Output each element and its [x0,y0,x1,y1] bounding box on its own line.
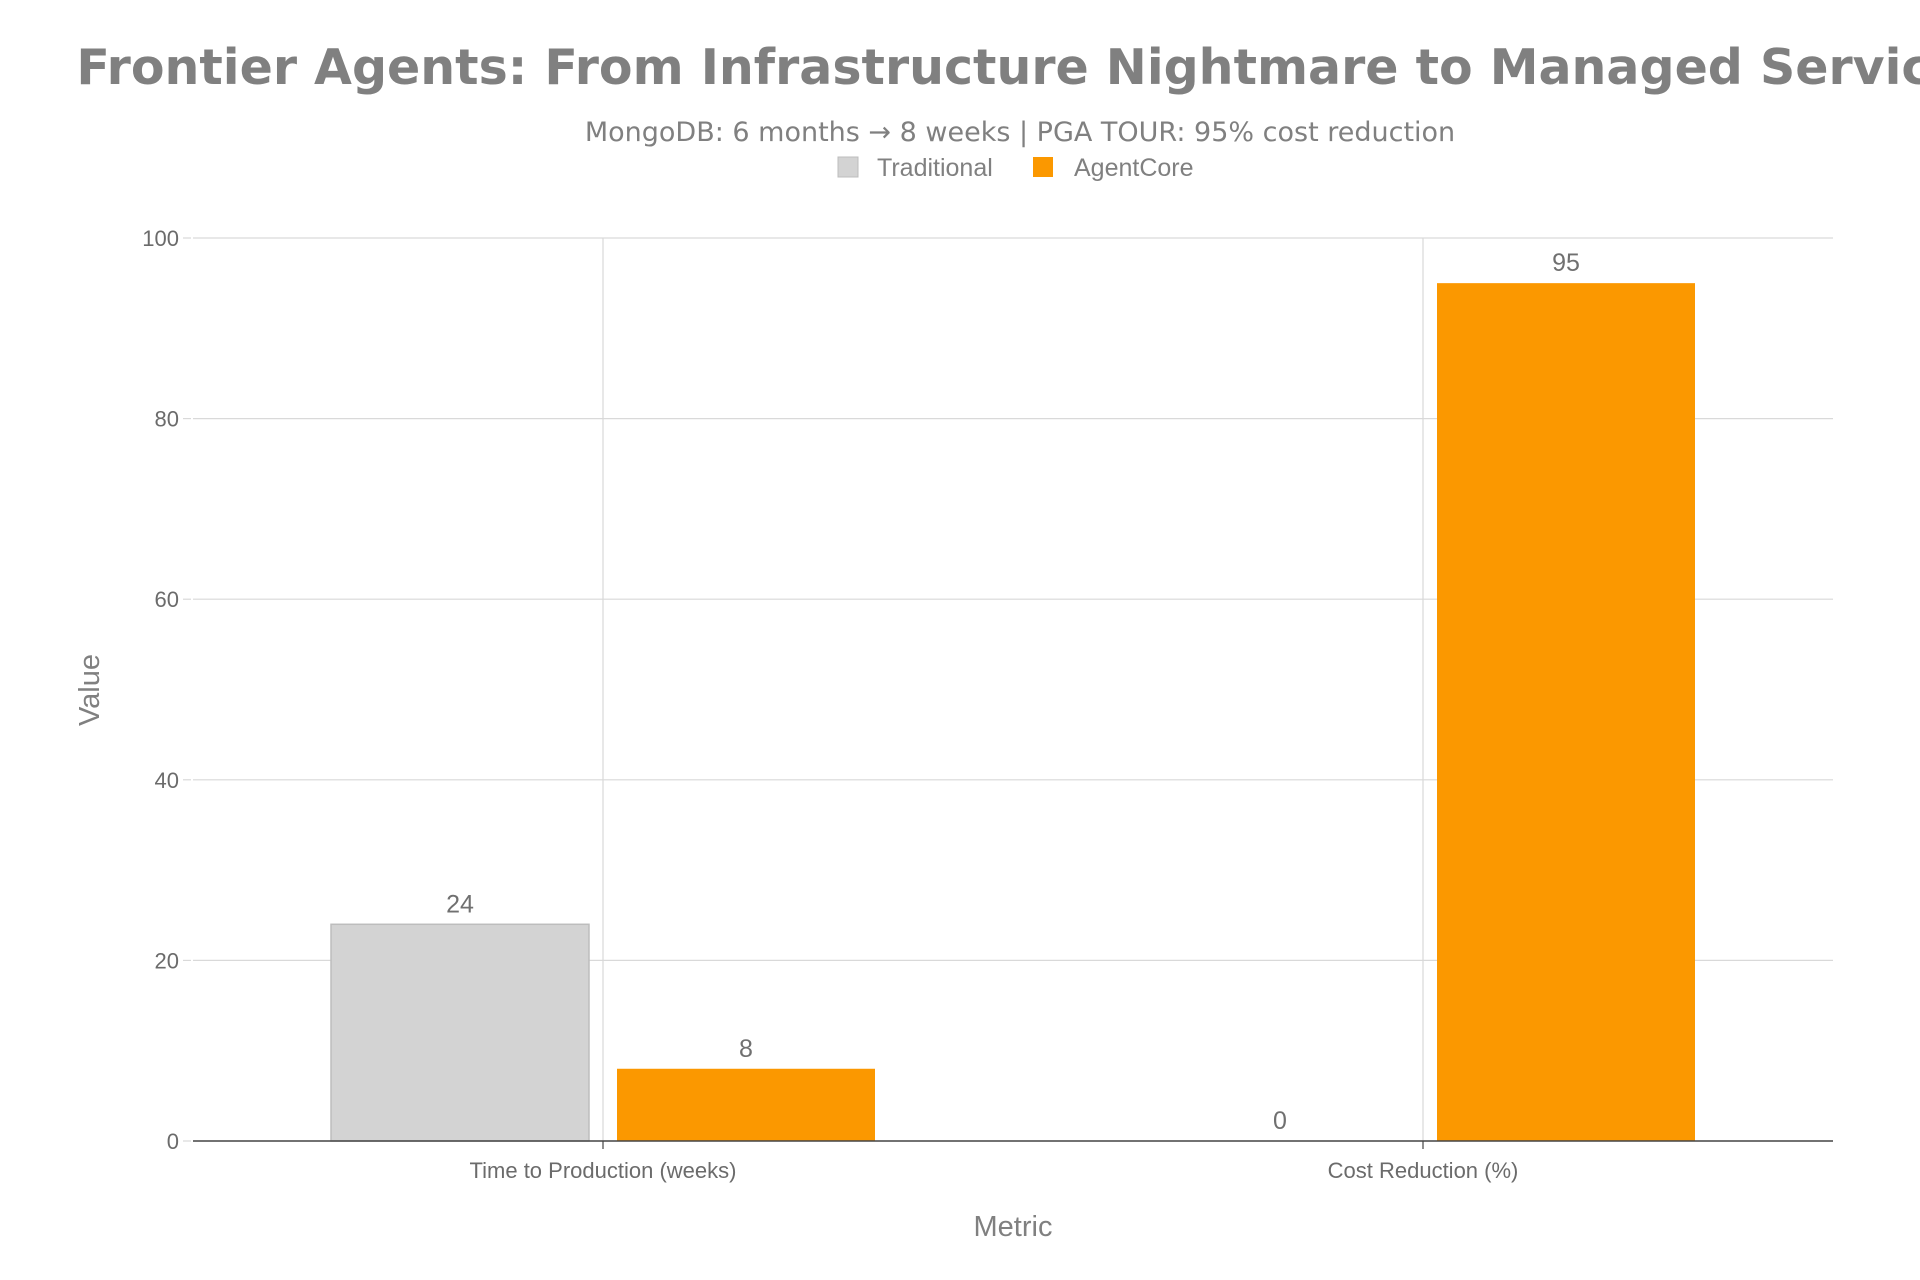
bars [330,283,1695,1142]
data-label-traditional-1: 0 [1273,1107,1287,1135]
y-tick-label: 20 [155,948,179,973]
bar-agentcore-0 [617,1068,875,1141]
y-tick-label: 40 [155,768,179,793]
bar-agentcore-1 [1437,283,1695,1141]
legend-label-traditional: Traditional [877,154,993,182]
x-tick-label: Time to Production (weeks) [470,1158,737,1183]
x-axis-title: Metric [974,1211,1053,1243]
bar-traditional-0 [330,923,590,1142]
chart-title: Frontier Agents: From Infrastructure Nig… [76,39,1920,96]
y-tick-label: 0 [167,1129,179,1154]
data-label-agentcore-0: 8 [739,1035,753,1063]
y-tick-label: 80 [155,407,179,432]
data-label-traditional-0: 24 [446,890,474,918]
chart-subtitle: MongoDB: 6 months → 8 weeks | PGA TOUR: … [585,117,1455,148]
legend: Traditional AgentCore [837,154,1194,182]
x-tick-label: Cost Reduction (%) [1328,1158,1519,1183]
y-tick-label: 60 [155,587,179,612]
legend-swatch-traditional [837,156,859,178]
legend-label-agentcore: AgentCore [1074,154,1194,182]
data-label-agentcore-1: 95 [1552,249,1580,277]
legend-swatch-agentcore [1033,157,1053,177]
y-axis-title: Value [74,654,106,726]
y-tick-label: 100 [142,226,179,251]
data-labels: 24 0 8 95 [446,249,1580,1135]
